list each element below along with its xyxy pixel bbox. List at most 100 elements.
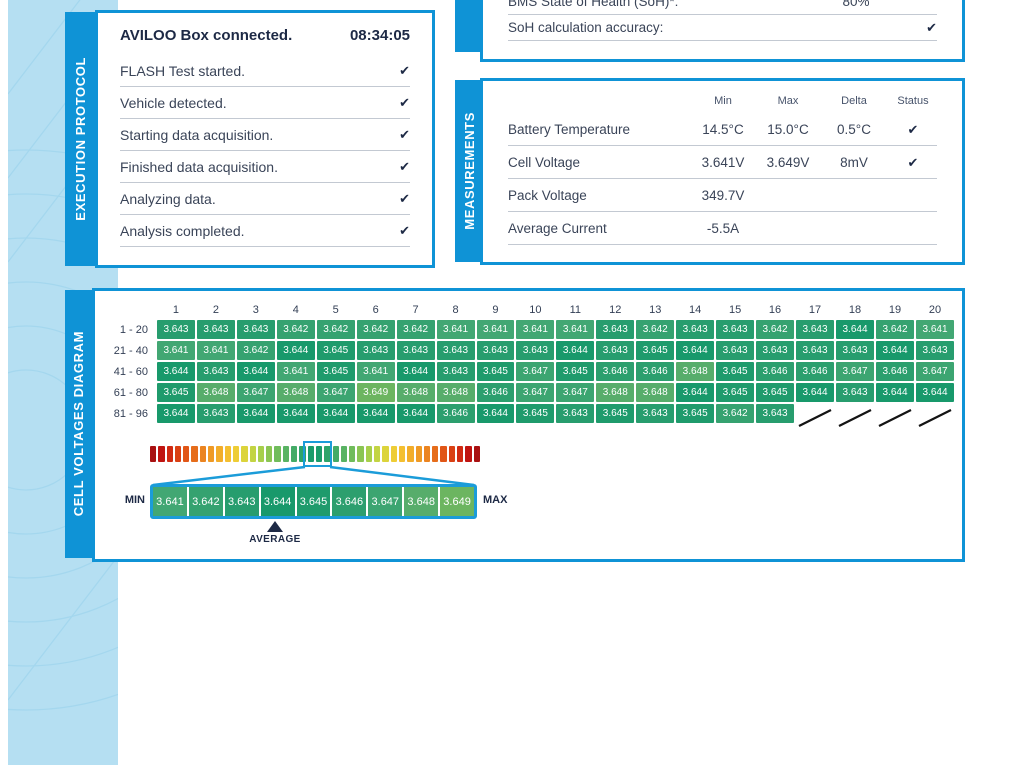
- voltage-cell: 3.643: [196, 362, 235, 381]
- cell-voltages-tab-label: CELL VOLTAGES DIAGRAM: [71, 331, 86, 517]
- voltage-cell: 3.645: [316, 341, 355, 360]
- voltage-cell: 3.646: [796, 362, 834, 381]
- scale-voltage-cell: 3.643: [224, 487, 259, 516]
- box-connected-label: AVILOO Box connected.: [120, 26, 293, 44]
- scale-voltage-cell: 3.646: [332, 487, 367, 516]
- soh-card: BMS State of Health (SoH)*: 80% SoH calcul…: [480, 0, 965, 62]
- column-header: 17: [808, 303, 822, 316]
- column-header: 8: [452, 303, 459, 316]
- scale-segment: [291, 446, 298, 462]
- scale-segment: [299, 446, 306, 462]
- scale-segment: [432, 446, 439, 462]
- voltage-cell: 3.646: [876, 362, 914, 381]
- row-label: 81 - 96: [113, 407, 148, 420]
- measurement-delta: 8mV: [840, 154, 868, 170]
- scale-voltage-cell: 3.641: [153, 487, 187, 516]
- voltage-cell: 3.644: [556, 341, 595, 360]
- soh-row-label: SoH calculation accuracy:: [508, 20, 664, 35]
- voltage-cell: 3.643: [157, 320, 195, 339]
- step-row: Starting data acquisition. ✔: [120, 119, 410, 151]
- step-label: Vehicle detected.: [120, 94, 227, 111]
- column-header: 18: [848, 303, 862, 316]
- voltage-cell: 3.641: [157, 341, 195, 360]
- scale-zoom-box: [303, 441, 332, 467]
- voltage-cell: 3.642: [316, 320, 355, 339]
- voltage-cell: 3.642: [276, 320, 315, 339]
- missing-cell-slash-icon: [878, 408, 912, 427]
- step-label: Finished data acquisition.: [120, 158, 278, 175]
- measurement-delta: 0.5°C: [837, 121, 871, 137]
- voltage-cell: 3.648: [276, 383, 315, 402]
- column-header: 5: [332, 303, 339, 316]
- check-icon: ✔: [907, 154, 919, 170]
- voltage-cell: 3.644: [396, 362, 435, 381]
- voltage-scale-strip: 3.641 3.642 3.643 3.644 3.645 3.646 3.647 3.648…: [150, 484, 477, 519]
- scale-segment: [324, 446, 331, 462]
- voltage-cell: 3.642: [396, 320, 435, 339]
- measurement-min: 349.7V: [701, 187, 745, 203]
- voltage-cell: 3.645: [716, 362, 755, 381]
- voltage-cell: 3.644: [316, 404, 355, 423]
- voltage-cell: 3.644: [157, 404, 195, 423]
- voltage-cell: 3.647: [316, 383, 355, 402]
- voltage-cell: 3.645: [676, 404, 715, 423]
- cell-voltage-grid: 1 2 3 4 5 6 7 8 9 10 11 12 13 14 15 16 17 18 19 20 1 - 20 3.6…: [99, 301, 954, 427]
- measurement-row: Pack Voltage 349.7V: [508, 179, 937, 212]
- column-header: 14: [689, 303, 702, 316]
- scale-segment: [407, 446, 414, 462]
- voltage-cell: 3.644: [276, 341, 315, 360]
- column-header: 9: [492, 303, 499, 316]
- voltage-cell: 3.644: [356, 404, 395, 423]
- execution-protocol-header: AVILOO Box connected. 08:34:05: [120, 15, 410, 55]
- voltage-cell: 3.646: [636, 362, 675, 381]
- scale-segment: [357, 446, 364, 462]
- voltage-cell: 3.645: [596, 404, 635, 423]
- scale-segment: [257, 446, 265, 462]
- row-label: 21 - 40: [113, 344, 148, 357]
- voltage-cell: 3.643: [636, 404, 675, 423]
- voltage-cell: 3.645: [636, 341, 675, 360]
- column-header: 1: [172, 303, 180, 316]
- scale-segment: [382, 446, 389, 462]
- voltage-cell: 3.644: [876, 383, 914, 402]
- voltage-cell: 3.644: [876, 341, 914, 360]
- scale-segment: [365, 446, 373, 462]
- row-label: 41 - 60: [113, 365, 148, 378]
- voltage-cell: 3.643: [796, 341, 834, 360]
- scale-segment: [423, 446, 431, 462]
- voltage-cell: 3.641: [516, 320, 555, 339]
- voltage-cell: 3.644: [916, 383, 954, 402]
- check-icon: ✔: [399, 63, 410, 78]
- voltage-cell: 3.643: [436, 341, 475, 360]
- voltage-cell: 3.643: [516, 341, 555, 360]
- step-row: Analyzing data. ✔: [120, 183, 410, 215]
- voltage-cell: 3.643: [596, 341, 635, 360]
- measurement-min: 3.641V: [701, 154, 745, 170]
- check-icon: ✔: [926, 20, 937, 35]
- voltage-cell: 3.647: [516, 383, 555, 402]
- measurements-tab: MEASUREMENTS: [455, 80, 483, 262]
- column-header: 19: [888, 303, 902, 316]
- column-header-status: Status: [897, 95, 929, 107]
- voltage-cell: 3.645: [476, 362, 515, 381]
- column-header: 11: [569, 303, 582, 316]
- scale-segment: [390, 446, 397, 462]
- scale-segment: [150, 446, 157, 462]
- step-label: Analysis completed.: [120, 222, 245, 239]
- scale-segment: [465, 446, 472, 462]
- min-label: MIN: [124, 494, 145, 506]
- voltage-cell: 3.648: [676, 362, 715, 381]
- soh-card-tab: [455, 0, 483, 52]
- scale-voltage-cell: 3.642: [188, 487, 223, 516]
- voltage-cell: 3.646: [436, 404, 475, 423]
- voltage-cell: 3.648: [436, 383, 475, 402]
- voltage-cell: 3.643: [436, 362, 475, 381]
- voltage-cell: 3.643: [676, 320, 715, 339]
- step-row: Vehicle detected. ✔: [120, 87, 410, 119]
- check-icon: ✔: [399, 191, 410, 206]
- voltage-cell: 3.642: [236, 341, 275, 360]
- scale-segment: [174, 446, 182, 462]
- voltage-cell: 3.641: [196, 341, 235, 360]
- check-icon: ✔: [399, 159, 410, 174]
